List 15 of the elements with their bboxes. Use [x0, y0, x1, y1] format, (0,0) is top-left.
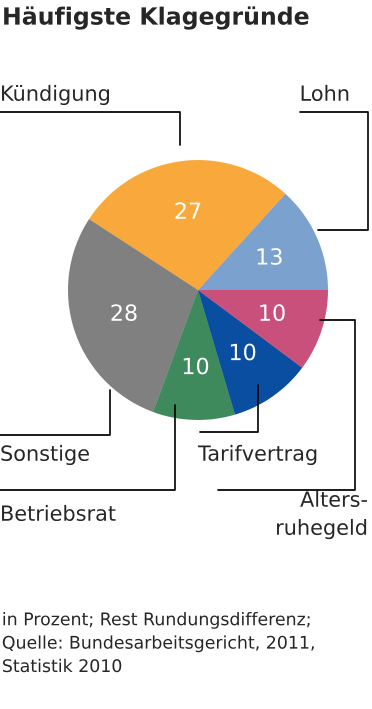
text: in Prozent; Rest Rundungsdifferenz; Quelle: Bundesarbeitsgericht, 2011, Statistik 2010: [2, 612, 314, 672]
slice-label: Betriebsrat: [2, 504, 116, 522]
chart-title: Häufigste Klagegründe: [4, 6, 309, 30]
slice-label: Sonstige: [1, 444, 89, 466]
slice-label: Lohn: [302, 84, 348, 102]
slice-label: Tarifvertrag: [198, 444, 316, 466]
data-label: 13: [258, 248, 282, 265]
data-label: 10: [184, 358, 208, 374]
data-label: 10: [230, 344, 256, 360]
data-label: 27: [176, 202, 200, 219]
data-label: 28: [111, 304, 137, 322]
pie-slice: [89, 160, 286, 290]
slice-label: Kündigung: [2, 84, 110, 106]
data-label: 10: [260, 304, 285, 322]
slice-label: Alters- ruhegeld: [277, 490, 367, 540]
